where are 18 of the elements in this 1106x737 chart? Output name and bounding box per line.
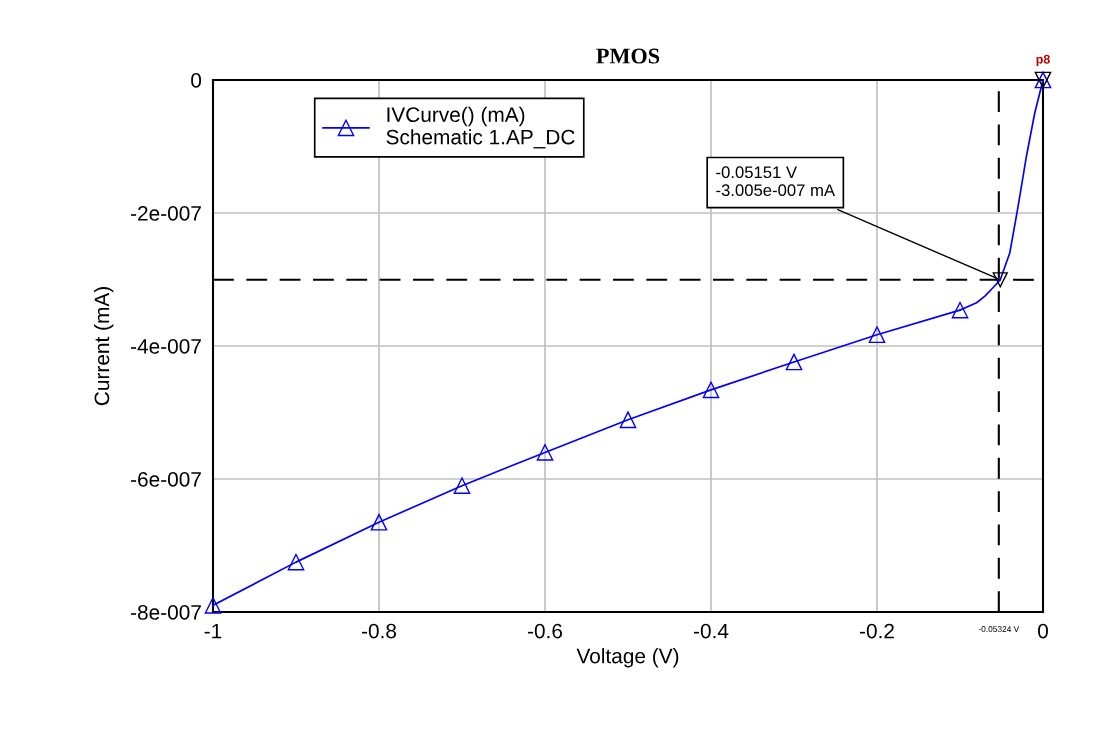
y-tick-label: -2e-007	[131, 206, 201, 221]
x-tick-label: -1	[204, 623, 222, 639]
annotation: -0.05151 V -3.005e-007 mA	[716, 166, 836, 197]
annotation: p8	[1036, 54, 1050, 67]
x-axis-title: Voltage (V)	[576, 648, 679, 668]
y-tick-label: -6e-007	[131, 472, 201, 487]
y-axis-title: Current (mA)	[94, 287, 114, 406]
x-tick-label: -0.8	[361, 623, 397, 639]
chart-title: PMOS	[596, 48, 660, 64]
y-tick-label: -8e-007	[131, 605, 201, 620]
y-tick-label: -4e-007	[131, 339, 201, 354]
legend-label: IVCurve() (mA) Schematic 1.AP_DC	[386, 106, 575, 149]
x-tick-label: -0.2	[859, 623, 894, 639]
y-tick-label: 0	[191, 73, 202, 88]
x-tick-label: -0.4	[693, 623, 729, 639]
ref-line-label: -0.05324 V	[978, 626, 1020, 633]
x-tick-label: 0	[1038, 623, 1048, 639]
x-tick-label: -0.6	[527, 623, 563, 639]
